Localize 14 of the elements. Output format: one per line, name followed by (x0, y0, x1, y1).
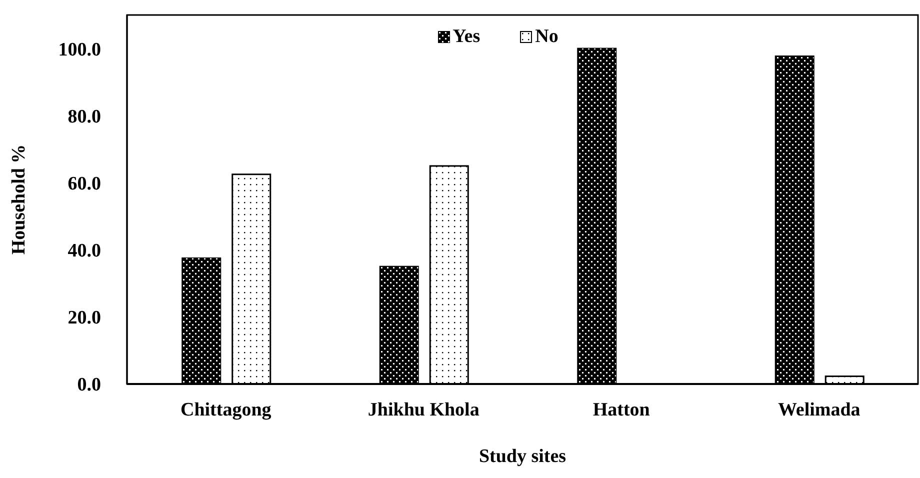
y-tick-label: 100.0 (58, 39, 101, 60)
y-tick-label: 80.0 (68, 106, 101, 128)
y-tick-label: 60.0 (68, 173, 101, 194)
y-tick-label: 20.0 (68, 308, 101, 329)
x-axis-title: Study sites (478, 446, 566, 467)
x-tick-label: Hatton (592, 399, 650, 420)
y-tick-label: 0.0 (77, 374, 101, 396)
x-tick-label: Jhikhu Khola (368, 399, 480, 420)
y-axis-title: Household % (8, 144, 30, 255)
y-tick-label: 40.0 (68, 240, 101, 262)
x-tick-label: Welimada (778, 399, 861, 420)
x-tick-label: Chittagong (180, 399, 272, 420)
legend-label: Yes (452, 26, 480, 48)
legend-label: No (534, 26, 558, 48)
